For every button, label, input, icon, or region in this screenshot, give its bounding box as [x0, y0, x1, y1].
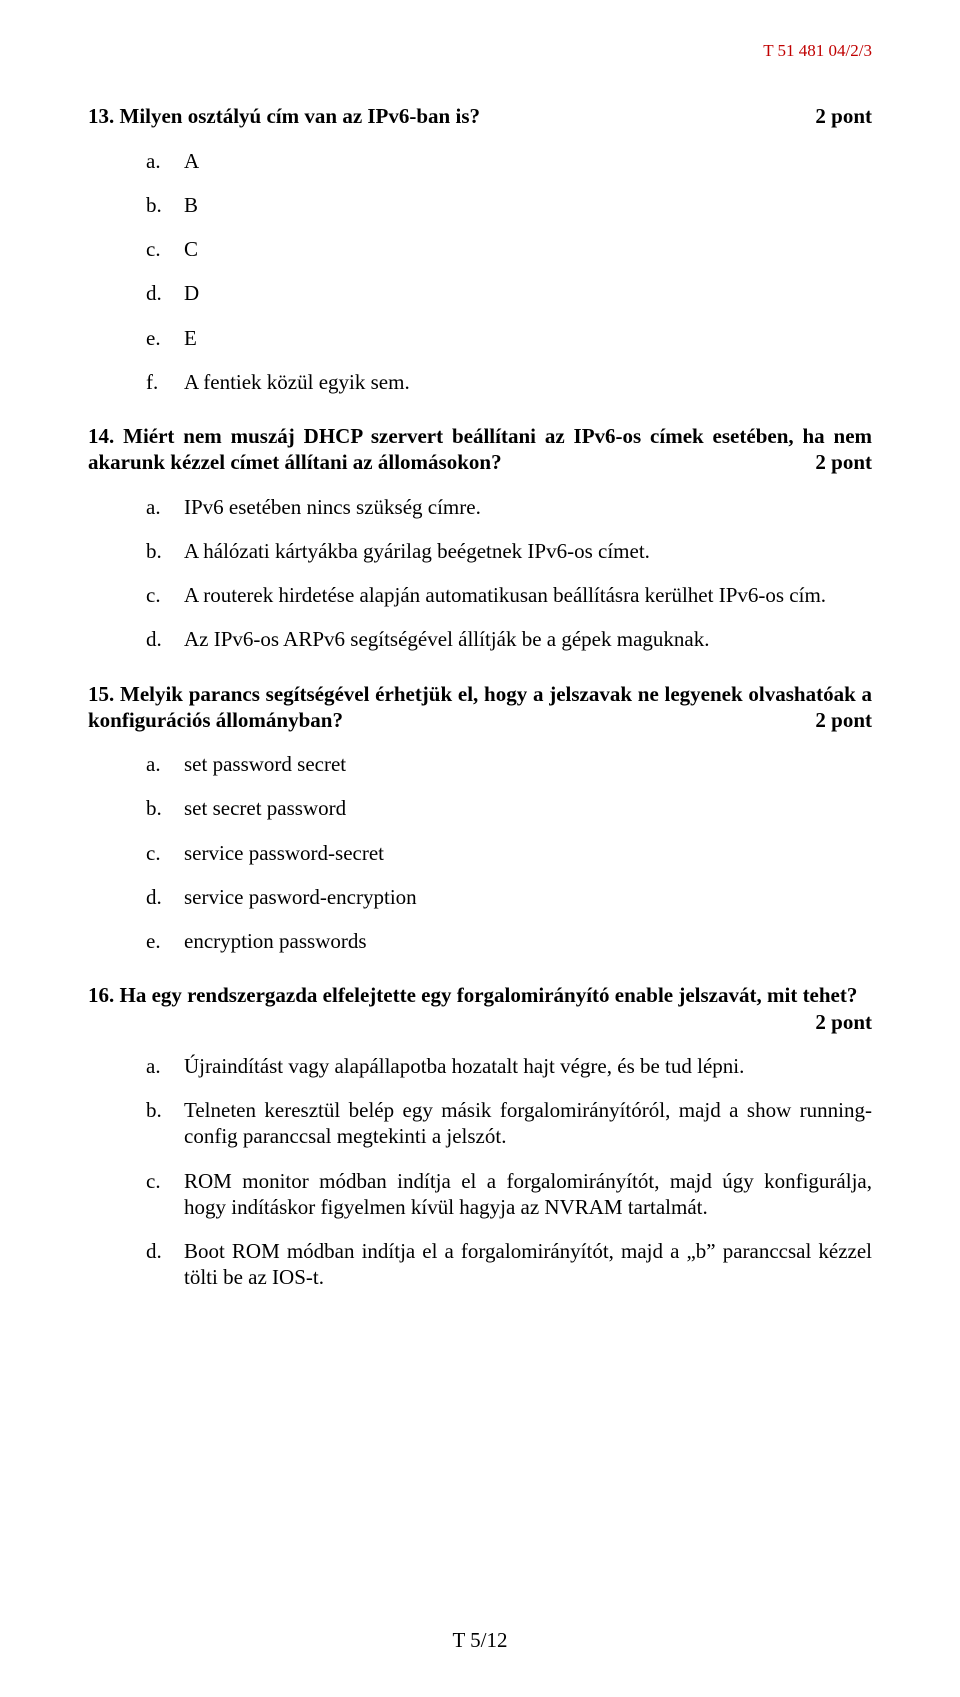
option-text: service pasword-encryption [184, 884, 872, 910]
option-text: Újraindítást vagy alapállapotba hozatalt… [184, 1053, 872, 1079]
exam-page: T 51 481 04/2/3 13. Milyen osztályú cím … [0, 0, 960, 1697]
document-id: T 51 481 04/2/3 [88, 40, 872, 61]
option: e.encryption passwords [88, 928, 872, 954]
option: e.E [88, 325, 872, 351]
question-text: Melyik parancs segítségével érhetjük el,… [88, 682, 872, 732]
question-points: 2 pont [815, 1009, 872, 1035]
question-points: 2 pont [815, 449, 872, 475]
option-text: A fentiek közül egyik sem. [184, 369, 872, 395]
option: d.D [88, 280, 872, 306]
option-marker: c. [146, 840, 184, 866]
option-text: ROM monitor módban indítja el a forgalom… [184, 1168, 872, 1221]
option-text: D [184, 280, 872, 306]
option-text: Az IPv6-os ARPv6 segítségével állítják b… [184, 626, 872, 652]
option-marker: a. [146, 1053, 184, 1079]
question-points: 2 pont [815, 707, 872, 733]
question-heading: 15. Melyik parancs segítségével érhetjük… [88, 681, 872, 734]
question-number: 15. [88, 682, 114, 706]
option: c.A routerek hirdetése alapján automatik… [88, 582, 872, 608]
option-marker: e. [146, 928, 184, 954]
option-marker: e. [146, 325, 184, 351]
option-text: set secret password [184, 795, 872, 821]
option: d.Boot ROM módban indítja el a forgalomi… [88, 1238, 872, 1291]
page-footer: T 5/12 [0, 1627, 960, 1653]
option-marker: b. [146, 192, 184, 218]
question-text: Milyen osztályú cím van az IPv6-ban is? [120, 104, 481, 128]
option-marker: d. [146, 884, 184, 910]
option-text: A routerek hirdetése alapján automatikus… [184, 582, 872, 608]
options-list: a.A b.B c.C d.D e.E f.A fentiek közül eg… [88, 148, 872, 396]
option-text: C [184, 236, 872, 262]
option-marker: d. [146, 1238, 184, 1291]
option: a.set password secret [88, 751, 872, 777]
option-marker: d. [146, 280, 184, 306]
question-14: 14. Miért nem muszáj DHCP szervert beáll… [88, 423, 872, 653]
option: b.A hálózati kártyákba gyárilag beégetne… [88, 538, 872, 564]
option-text: E [184, 325, 872, 351]
question-heading: 14. Miért nem muszáj DHCP szervert beáll… [88, 423, 872, 476]
options-list: a.Újraindítást vagy alapállapotba hozata… [88, 1053, 872, 1291]
question-points: 2 pont [815, 103, 872, 129]
option-text: B [184, 192, 872, 218]
question-number: 16. [88, 983, 114, 1007]
option: a.IPv6 esetében nincs szükség címre. [88, 494, 872, 520]
question-number: 14. [88, 424, 114, 448]
option-marker: c. [146, 1168, 184, 1221]
option: c.service password-secret [88, 840, 872, 866]
question-text: Miért nem muszáj DHCP szervert beállítan… [88, 424, 872, 474]
option-text: set password secret [184, 751, 872, 777]
option: b.set secret password [88, 795, 872, 821]
option-marker: a. [146, 494, 184, 520]
option: b.Telneten keresztül belép egy másik for… [88, 1097, 872, 1150]
option-marker: c. [146, 582, 184, 608]
option: f.A fentiek közül egyik sem. [88, 369, 872, 395]
option-text: IPv6 esetében nincs szükség címre. [184, 494, 872, 520]
question-text: Ha egy rendszergazda elfelejtette egy fo… [120, 983, 858, 1007]
option: a.A [88, 148, 872, 174]
option-text: A [184, 148, 872, 174]
option-marker: a. [146, 148, 184, 174]
question-heading: 16. Ha egy rendszergazda elfelejtette eg… [88, 982, 872, 1035]
question-13: 13. Milyen osztályú cím van az IPv6-ban … [88, 103, 872, 395]
option: a.Újraindítást vagy alapállapotba hozata… [88, 1053, 872, 1079]
option-marker: b. [146, 538, 184, 564]
option-marker: a. [146, 751, 184, 777]
option-marker: b. [146, 795, 184, 821]
question-heading: 13. Milyen osztályú cím van az IPv6-ban … [88, 103, 872, 129]
option-marker: d. [146, 626, 184, 652]
option-text: Telneten keresztül belép egy másik forga… [184, 1097, 872, 1150]
option: d.service pasword-encryption [88, 884, 872, 910]
options-list: a.set password secret b.set secret passw… [88, 751, 872, 954]
option-text: Boot ROM módban indítja el a forgalomirá… [184, 1238, 872, 1291]
option: c.ROM monitor módban indítja el a forgal… [88, 1168, 872, 1221]
question-number: 13. [88, 104, 114, 128]
option-marker: f. [146, 369, 184, 395]
option-text: A hálózati kártyákba gyárilag beégetnek … [184, 538, 872, 564]
option-marker: b. [146, 1097, 184, 1150]
option-marker: c. [146, 236, 184, 262]
option-text: service password-secret [184, 840, 872, 866]
question-16: 16. Ha egy rendszergazda elfelejtette eg… [88, 982, 872, 1290]
option: d.Az IPv6-os ARPv6 segítségével állítják… [88, 626, 872, 652]
option: c.C [88, 236, 872, 262]
question-15: 15. Melyik parancs segítségével érhetjük… [88, 681, 872, 955]
option-text: encryption passwords [184, 928, 872, 954]
option: b.B [88, 192, 872, 218]
options-list: a.IPv6 esetében nincs szükség címre. b.A… [88, 494, 872, 653]
